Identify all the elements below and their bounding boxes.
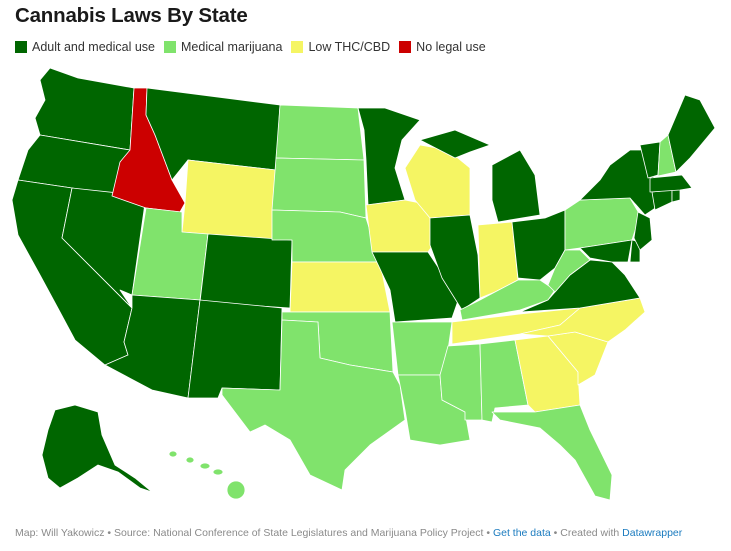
state-hi[interactable] <box>168 450 246 500</box>
datawrapper-link[interactable]: Datawrapper <box>622 527 683 539</box>
footer-credit: Map: Will Yakowicz • Source: National Co… <box>15 527 491 539</box>
state-ks[interactable] <box>289 261 391 313</box>
legend-swatch-adult <box>15 41 27 53</box>
map-title: Cannabis Laws By State <box>15 4 248 27</box>
legend-label-adult: Adult and medical use <box>32 40 155 54</box>
legend-item-none: No legal use <box>399 40 486 54</box>
state-nm[interactable] <box>187 299 283 399</box>
state-tx[interactable] <box>221 319 406 491</box>
state-fl[interactable] <box>491 404 613 501</box>
legend-label-none: No legal use <box>416 40 486 54</box>
state-nj[interactable] <box>633 211 653 251</box>
state-ak[interactable] <box>41 404 153 493</box>
legend-swatch-none <box>399 41 412 53</box>
us-state-map <box>11 67 716 501</box>
state-mo[interactable] <box>371 251 461 323</box>
state-ky[interactable] <box>459 279 556 321</box>
state-mi[interactable] <box>419 129 541 223</box>
state-md[interactable] <box>579 239 633 263</box>
legend-swatch-medical <box>164 41 176 53</box>
state-ma[interactable] <box>649 174 693 193</box>
state-co[interactable] <box>199 233 293 309</box>
state-mn[interactable] <box>357 107 421 206</box>
legend-item-lowthc: Low THC/CBD <box>291 40 390 54</box>
legend-swatch-lowthc <box>291 41 304 53</box>
state-sd[interactable] <box>271 157 367 219</box>
state-wi[interactable] <box>404 144 471 219</box>
footer: Map: Will Yakowicz • Source: National Co… <box>15 527 682 539</box>
state-il[interactable] <box>429 214 481 311</box>
footer-separator: • Created with <box>553 527 620 539</box>
legend-label-medical: Medical marijuana <box>181 40 283 54</box>
state-me[interactable] <box>667 94 716 173</box>
state-nd[interactable] <box>275 104 365 161</box>
legend-item-adult: Adult and medical use <box>15 40 155 54</box>
legend: Adult and medical use Medical marijuana … <box>15 40 495 54</box>
get-data-link[interactable]: Get the data <box>492 527 551 539</box>
state-wy[interactable] <box>181 159 277 241</box>
state-nc[interactable] <box>519 297 646 343</box>
legend-label-lowthc: Low THC/CBD <box>308 40 391 54</box>
state-ct[interactable] <box>651 189 673 211</box>
legend-item-medical: Medical marijuana <box>164 40 282 54</box>
